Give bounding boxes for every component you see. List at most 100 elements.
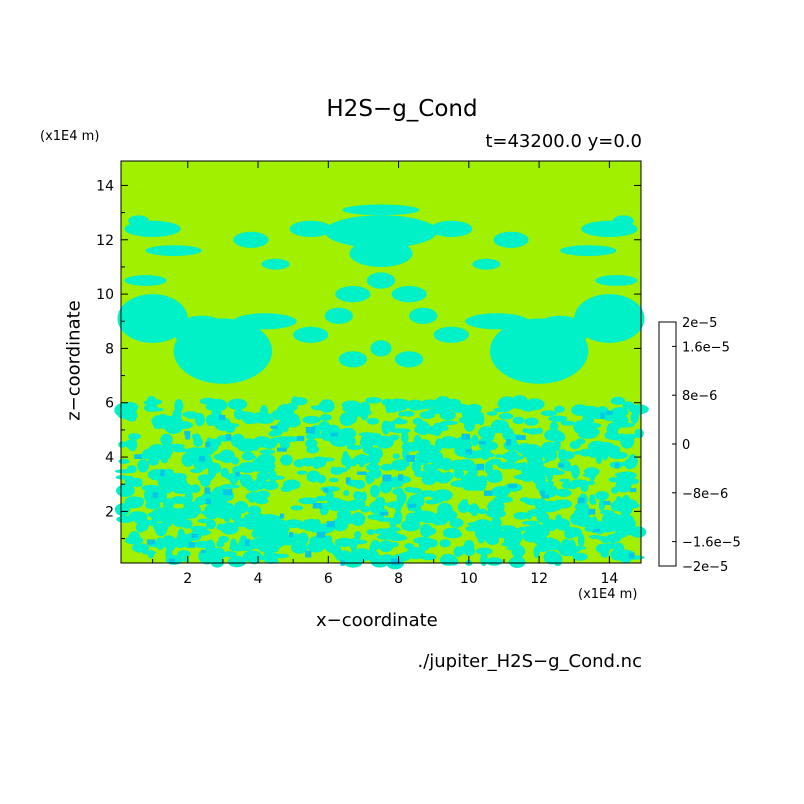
field-cell bbox=[461, 499, 469, 505]
field-cell bbox=[559, 478, 570, 483]
field-cell bbox=[620, 434, 635, 449]
field-cell bbox=[463, 420, 476, 432]
field-cell bbox=[526, 510, 533, 520]
field-cell bbox=[289, 220, 332, 237]
field-cell bbox=[630, 411, 639, 424]
field-cell bbox=[628, 552, 635, 559]
plot-frame: 2 4 6 8 10 12 14 2 4 6 8 10 12 14 bbox=[96, 160, 642, 587]
y-tick-label: 4 bbox=[105, 450, 114, 466]
field-cell bbox=[512, 416, 525, 425]
field-cell bbox=[443, 511, 456, 521]
colorbar-tick-label: −8e−6 bbox=[682, 487, 728, 502]
field-cell bbox=[147, 512, 156, 517]
field-cell bbox=[225, 434, 232, 441]
field-cell bbox=[493, 231, 529, 248]
field-cell bbox=[592, 528, 601, 532]
field-cell bbox=[342, 451, 349, 464]
field-cell bbox=[519, 404, 534, 410]
field-cell bbox=[194, 413, 205, 427]
field-cell bbox=[353, 479, 366, 489]
field-cell bbox=[443, 471, 454, 481]
field-cell bbox=[342, 204, 420, 216]
chart-title: H2S−g_Cond bbox=[326, 96, 478, 122]
field-cell bbox=[368, 433, 382, 438]
field-cell bbox=[548, 415, 568, 422]
field-cell bbox=[437, 505, 446, 515]
field-cell bbox=[405, 512, 418, 524]
field-cell bbox=[540, 490, 545, 496]
field-cell bbox=[522, 428, 529, 433]
field-cell bbox=[375, 435, 394, 449]
field-cell bbox=[602, 512, 621, 526]
x-tick-label: 6 bbox=[324, 571, 333, 587]
field-cell bbox=[324, 307, 353, 324]
field-cell bbox=[486, 536, 500, 545]
field-cell bbox=[160, 433, 173, 446]
field-cell bbox=[128, 511, 148, 522]
colorbar-tick-label: −2e−5 bbox=[682, 560, 728, 575]
field-cell bbox=[126, 465, 137, 474]
field-cell bbox=[439, 436, 459, 449]
field-cell bbox=[373, 528, 393, 535]
field-cell bbox=[224, 424, 236, 433]
field-cell bbox=[561, 538, 572, 553]
field-cell bbox=[463, 453, 483, 459]
field-cell bbox=[566, 546, 587, 551]
field-cell bbox=[425, 450, 444, 464]
field-cell bbox=[490, 419, 510, 434]
field-cell bbox=[380, 511, 389, 516]
field-cell bbox=[205, 441, 211, 448]
field-cell bbox=[421, 474, 437, 486]
field-cell bbox=[319, 457, 335, 462]
field-cell bbox=[118, 413, 138, 419]
field-cell bbox=[247, 550, 262, 565]
field-cell bbox=[143, 399, 161, 406]
field-cell bbox=[296, 435, 305, 442]
field-cell bbox=[281, 418, 290, 433]
field-cell bbox=[365, 473, 375, 484]
field-cell bbox=[544, 429, 563, 442]
field-cell bbox=[200, 478, 211, 487]
field-cell bbox=[391, 558, 401, 566]
field-cell bbox=[595, 275, 638, 286]
chart-subtitle: t=43200.0 y=0.0 bbox=[485, 131, 642, 152]
field-cell bbox=[408, 503, 417, 508]
field-cell bbox=[306, 477, 323, 482]
y-tick-label: 12 bbox=[96, 233, 114, 249]
field-cell bbox=[366, 417, 380, 425]
field-cell bbox=[336, 508, 352, 522]
field-cell bbox=[290, 505, 304, 511]
field-cell bbox=[444, 460, 454, 467]
field-cell bbox=[298, 497, 318, 505]
field-cell bbox=[220, 467, 229, 478]
field-cell bbox=[439, 539, 451, 548]
field-cell bbox=[629, 404, 649, 415]
field-cell bbox=[589, 499, 597, 505]
x-tick-label: 2 bbox=[183, 571, 192, 587]
field-cell bbox=[207, 501, 223, 511]
field-cell bbox=[564, 527, 582, 538]
field-cell bbox=[342, 501, 362, 511]
field-cell bbox=[554, 405, 565, 413]
field-cell bbox=[493, 496, 513, 503]
field-cell bbox=[349, 458, 358, 467]
field-cell bbox=[365, 551, 378, 561]
field-cell bbox=[400, 519, 421, 532]
field-cell bbox=[114, 503, 131, 516]
field-cell bbox=[233, 231, 269, 248]
field-cell bbox=[261, 258, 290, 270]
field-cell bbox=[198, 549, 210, 563]
field-cell bbox=[204, 487, 211, 494]
colorbar-tick-label: 8e−6 bbox=[682, 389, 717, 404]
y-tick-label: 14 bbox=[96, 178, 114, 194]
field-cell bbox=[165, 547, 173, 560]
field-cell bbox=[259, 449, 276, 455]
y-tick-label: 10 bbox=[96, 287, 114, 303]
field-cell bbox=[380, 463, 394, 471]
field-cell bbox=[557, 463, 564, 468]
field-cell bbox=[222, 489, 233, 496]
field-cell bbox=[168, 498, 181, 504]
field-cell bbox=[248, 493, 256, 503]
field-cell bbox=[270, 425, 279, 429]
